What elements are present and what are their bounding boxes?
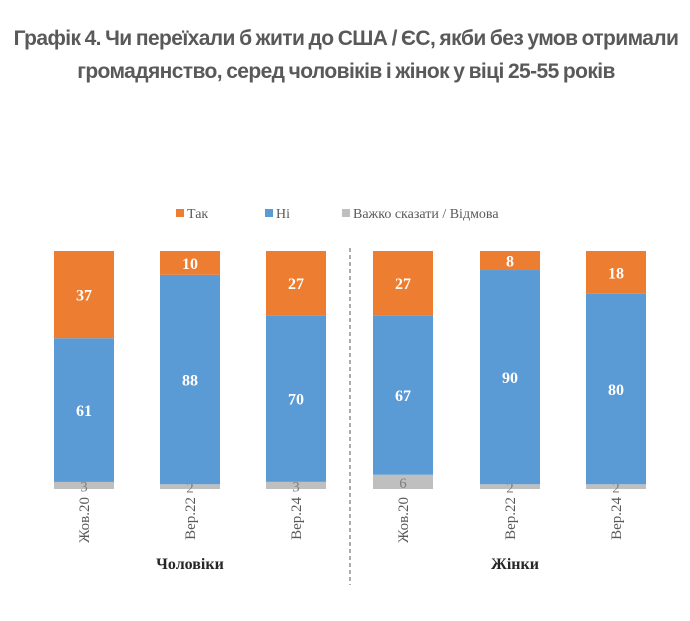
legend-label: Так [187,207,208,222]
bar-segment [480,251,540,271]
data-label: 3 [80,479,88,495]
group-label: Жінки [491,556,539,573]
bar-segment [54,481,114,489]
x-tick-label: Жов.20 [77,497,93,543]
bar-segment [160,274,220,485]
legend-swatch [176,209,184,217]
bar-segment [266,481,326,489]
bar-segment [266,315,326,482]
data-label: 2 [506,481,514,497]
data-label: 67 [395,388,411,405]
bar-segment [480,484,540,489]
x-tick-label: Вер.22 [183,497,199,540]
data-label: 2 [612,481,620,497]
group-label: Чоловіки [156,556,224,573]
x-tick-label: Вер.24 [609,497,625,540]
bar-segment [586,251,646,294]
bar-segment [54,338,114,482]
legend-label: Ні [276,207,290,222]
x-tick-label: Вер.24 [289,497,305,540]
bar-segment [586,484,646,489]
chart-title: Графік 4. Чи переїхали б жити до США / Є… [13,27,679,83]
data-label: 80 [608,382,624,399]
bar-segment [266,251,326,316]
legend-label: Важко сказати / Відмова [353,207,499,222]
data-label: 27 [395,276,411,293]
bar-segment [54,251,114,339]
data-label: 10 [182,256,198,273]
bar-segment [586,293,646,485]
data-label: 61 [76,403,92,420]
legend-swatch [265,209,273,217]
data-label: 90 [502,370,518,387]
data-label: 88 [182,373,198,390]
bar-segment [480,270,540,485]
data-label: 6 [399,476,407,492]
data-label: 70 [288,392,304,409]
data-label: 8 [506,254,514,271]
x-tick-label: Жов.20 [396,497,412,543]
data-label: 37 [76,288,92,305]
bar-segment [373,315,433,475]
data-label: 27 [288,276,304,293]
legend-swatch [342,209,350,217]
bar-segment [160,251,220,275]
x-tick-label: Вер.22 [503,497,519,540]
data-label: 2 [186,481,194,497]
data-label: 18 [608,265,624,282]
data-label: 3 [292,479,300,495]
bar-segment [373,474,433,489]
bar-segment [160,484,220,489]
bar-segment [373,251,433,316]
